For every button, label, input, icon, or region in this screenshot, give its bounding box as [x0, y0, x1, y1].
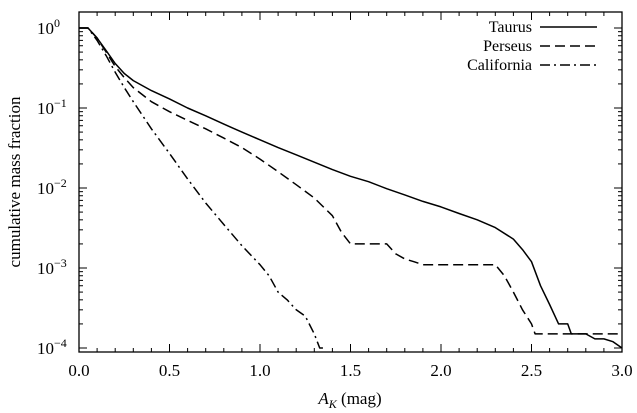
y-tick-label: 10−3: [37, 256, 67, 278]
series-line-california: [79, 27, 324, 349]
x-tick-label: 2.0: [430, 361, 451, 380]
y-tick-label: 10−1: [37, 96, 67, 118]
y-tick-label-base: 10: [37, 259, 54, 278]
legend-label: Taurus: [489, 19, 532, 36]
series-layer: [79, 27, 623, 349]
x-tick-label: 3.0: [611, 361, 632, 380]
y-tick-label: 10−4: [37, 336, 67, 358]
y-tick-label-exp: −3: [54, 256, 67, 270]
x-tick-label: 2.5: [521, 361, 542, 380]
x-axis-title: AK (mag): [317, 389, 381, 411]
y-tick-label-base: 10: [37, 179, 54, 198]
x-axis-title-sub: K: [328, 397, 338, 411]
legend-label: California: [467, 57, 532, 74]
y-tick-label: 10−2: [37, 176, 67, 198]
plot-frame: [78, 11, 623, 353]
x-tick-label: 1.0: [249, 361, 270, 380]
x-tick-label: 0.5: [159, 361, 180, 380]
y-tick-label-exp: −4: [54, 336, 67, 350]
x-axis-title-main: A: [317, 389, 329, 408]
legend-label: Perseus: [483, 38, 532, 55]
y-tick-label-base: 10: [37, 339, 54, 358]
y-tick-label-exp: 0: [54, 16, 60, 30]
series-line-taurus: [79, 27, 623, 349]
y-tick-label: 100: [37, 16, 60, 38]
y-axis-title: cumulative mass fraction: [5, 96, 24, 267]
legend: Taurus Perseus California: [467, 19, 597, 74]
x-axis-title-rest: (mag): [337, 389, 382, 408]
x-tick-label: 1.5: [340, 361, 361, 380]
y-tick-label-exp: −2: [54, 176, 67, 190]
y-tick-label-base: 10: [37, 99, 54, 118]
y-tick-label-exp: −1: [54, 96, 67, 110]
x-tick-label: 0.0: [68, 361, 89, 380]
y-tick-label-base: 10: [37, 19, 54, 38]
series-line-perseus: [79, 27, 622, 335]
